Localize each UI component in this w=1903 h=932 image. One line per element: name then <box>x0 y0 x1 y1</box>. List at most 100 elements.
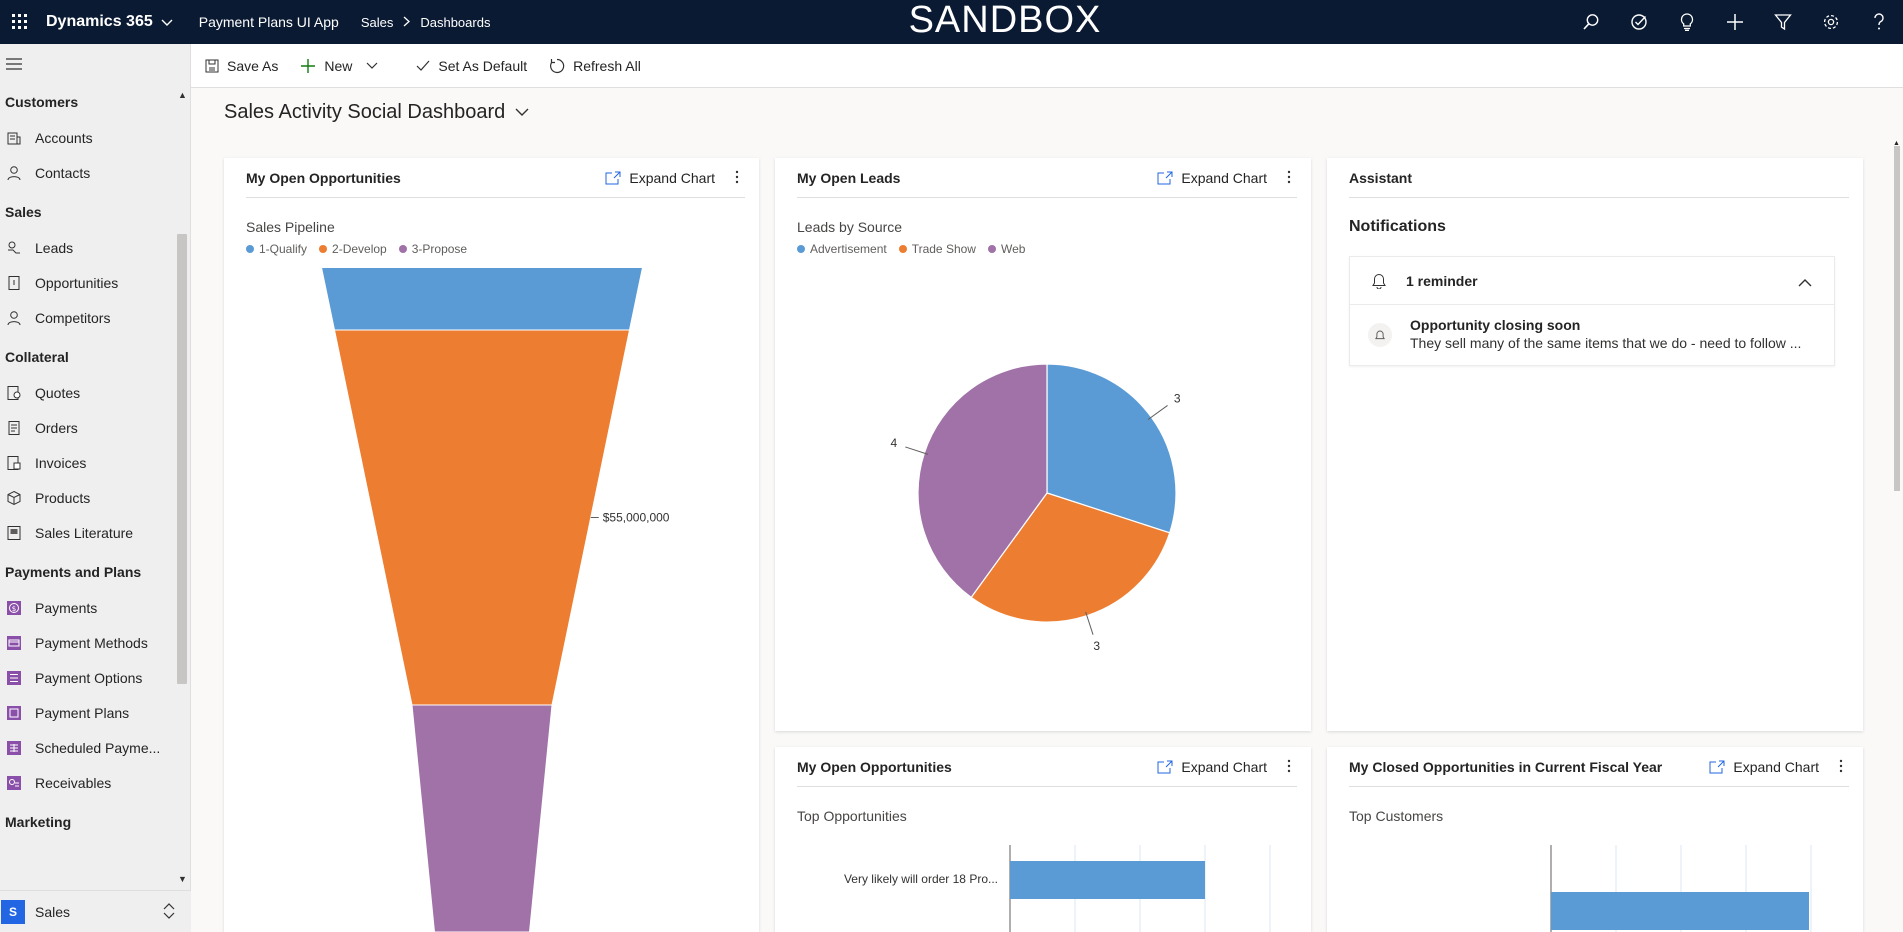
funnel-segment-3-Propose[interactable] <box>411 704 553 932</box>
sidebar-item-quotes[interactable]: Quotes <box>0 375 190 410</box>
funnel-segment-2-Develop[interactable] <box>333 329 631 706</box>
sidebar-item-scheduled-payments[interactable]: Scheduled Payme... <box>0 730 190 765</box>
expand-icon <box>1157 171 1173 184</box>
legend-label: 3-Propose <box>411 242 468 256</box>
area-switcher[interactable]: S Sales <box>0 890 191 932</box>
sidebar-item-label: Scheduled Payme... <box>35 739 161 756</box>
area-badge: S <box>1 899 25 924</box>
sidebar-item-payment-methods[interactable]: Payment Methods <box>0 625 190 660</box>
card-open-opportunities-top: My Open Opportunities Expand Chart Top O… <box>775 747 1311 932</box>
notification-card[interactable]: Opportunity closing soon They sell many … <box>1350 305 1834 351</box>
plus-icon <box>301 58 316 73</box>
hamburger-menu-icon[interactable] <box>0 44 190 84</box>
legend-item[interactable]: Web <box>987 242 1026 256</box>
legend-item[interactable]: 2-Develop <box>319 242 387 256</box>
data-label-leader <box>905 446 929 455</box>
page-scroll-up-arrow-icon[interactable]: ▲ <box>1893 140 1900 147</box>
new-label: New <box>324 57 353 74</box>
sidebar-item-sales-literature[interactable]: Sales Literature <box>0 515 190 550</box>
card-title: My Open Leads <box>797 169 901 186</box>
breadcrumb-dashboards[interactable]: Dashboards <box>420 14 491 30</box>
page-scrollbar[interactable] <box>1894 146 1900 491</box>
new-dropdown-chevron-icon[interactable] <box>366 62 386 70</box>
chart-title: Leads by Source <box>797 219 903 235</box>
legend-item[interactable]: 3-Propose <box>398 242 468 256</box>
task-icon[interactable] <box>1615 0 1663 44</box>
sidebar-item-opportunities[interactable]: Opportunities <box>0 265 190 300</box>
payment-option-icon <box>5 669 23 687</box>
expand-chart-button[interactable]: Expand Chart <box>1157 759 1267 775</box>
legend-dot <box>898 245 907 253</box>
expand-chart-button[interactable]: Expand Chart <box>605 170 715 186</box>
product-name[interactable]: Dynamics 365 <box>46 13 153 30</box>
filter-icon[interactable] <box>1759 0 1807 44</box>
bar-chart: Very likely will order 18 Pro... <box>844 845 1271 932</box>
bell-icon <box>1372 273 1386 289</box>
sidebar-scrollbar[interactable] <box>177 234 187 684</box>
scroll-down-arrow-icon[interactable]: ▼ <box>178 874 187 884</box>
group-sales: Sales <box>5 204 42 220</box>
lightbulb-icon[interactable] <box>1663 0 1711 44</box>
chevron-up-icon[interactable] <box>1798 274 1812 290</box>
reminder-group: 1 reminder Opportunity closing soon They… <box>1349 256 1835 366</box>
legend-dot <box>319 245 328 253</box>
sidebar-item-leads[interactable]: Leads <box>0 230 190 265</box>
search-icon[interactable] <box>1567 0 1615 44</box>
legend-label: Web <box>1000 242 1026 256</box>
sidebar-item-label: Accounts <box>35 129 93 146</box>
sidebar-item-invoices[interactable]: Invoices <box>0 445 190 480</box>
sidebar-item-payment-plans[interactable]: Payment Plans <box>0 695 190 730</box>
sidebar-item-label: Competitors <box>35 309 111 326</box>
refresh-all-label: Refresh All <box>573 57 641 74</box>
competitor-icon <box>5 309 23 327</box>
new-button[interactable]: New <box>300 58 352 74</box>
sidebar-item-payment-options[interactable]: Payment Options <box>0 660 190 695</box>
save-as-icon <box>205 59 219 72</box>
sidebar-item-label: Payment Methods <box>35 634 148 651</box>
chart-legend: Advertisement Trade Show Web <box>797 242 1025 256</box>
set-as-default-button[interactable]: Set As Default <box>416 58 527 74</box>
funnel-segment-1-Qualify[interactable] <box>300 268 665 331</box>
data-label: 4 <box>891 436 898 450</box>
contact-icon <box>5 164 23 182</box>
more-options-icon[interactable] <box>1287 759 1291 776</box>
legend-item[interactable]: Advertisement <box>797 242 887 256</box>
sidebar-item-contacts[interactable]: Contacts <box>0 155 190 190</box>
scroll-up-arrow-icon[interactable]: ▲ <box>178 90 187 100</box>
save-as-button[interactable]: Save As <box>205 58 278 74</box>
chart-legend: 1-Qualify 2-Develop 3-Propose <box>246 242 467 256</box>
sidebar-item-orders[interactable]: Orders <box>0 410 190 445</box>
plus-icon[interactable] <box>1711 0 1759 44</box>
sidebar-item-products[interactable]: Products <box>0 480 190 515</box>
legend-item[interactable]: 1-Qualify <box>246 242 307 256</box>
app-title[interactable]: Payment Plans UI App <box>198 14 339 30</box>
refresh-all-button[interactable]: Refresh All <box>549 58 641 74</box>
chevron-down-icon[interactable] <box>161 14 173 30</box>
sidebar-item-label: Payment Plans <box>35 704 130 721</box>
legend-item[interactable]: Trade Show <box>898 242 976 256</box>
bar[interactable] <box>1010 861 1205 899</box>
expand-chart-button[interactable]: Expand Chart <box>1157 170 1267 186</box>
more-options-icon[interactable] <box>1287 170 1291 187</box>
expand-chart-label: Expand Chart <box>629 169 715 186</box>
expand-chart-button[interactable]: Expand Chart <box>1709 759 1819 775</box>
sidebar-item-accounts[interactable]: Accounts <box>0 120 190 155</box>
app-launcher-icon[interactable] <box>6 0 34 44</box>
sidebar-item-payments[interactable]: $ Payments <box>0 590 190 625</box>
payment-icon: $ <box>5 599 23 617</box>
legend-label: Advertisement <box>810 242 887 256</box>
up-down-chevron-icon <box>163 903 175 922</box>
legend-dot <box>398 245 407 253</box>
settings-icon[interactable] <box>1807 0 1855 44</box>
more-options-icon[interactable] <box>735 170 739 187</box>
breadcrumb-sales[interactable]: Sales <box>360 14 394 30</box>
help-icon[interactable] <box>1855 0 1903 44</box>
card-header: Assistant <box>1349 158 1849 198</box>
reminder-header[interactable]: 1 reminder <box>1350 257 1834 305</box>
bar[interactable] <box>1551 892 1809 930</box>
dashboard-selector[interactable]: Sales Activity Social Dashboard <box>224 101 529 124</box>
sidebar-item-receivables[interactable]: Receivables <box>0 765 190 800</box>
more-options-icon[interactable] <box>1839 759 1843 776</box>
sidebar-item-competitors[interactable]: Competitors <box>0 300 190 335</box>
order-icon <box>5 419 23 437</box>
